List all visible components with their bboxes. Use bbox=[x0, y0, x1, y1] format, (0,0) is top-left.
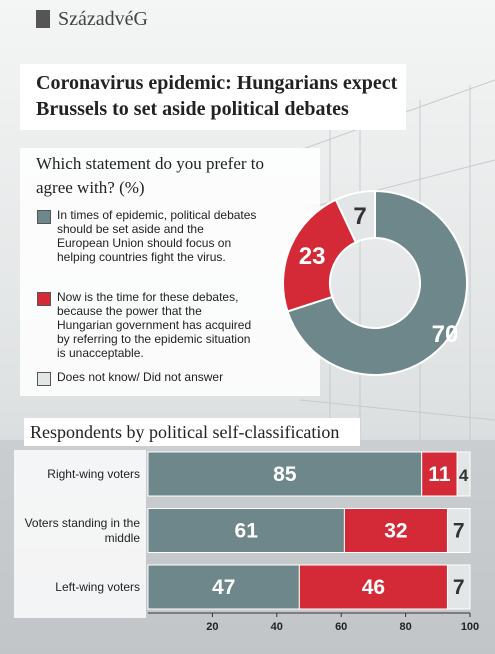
bar-title-box bbox=[24, 418, 360, 446]
category-label: Left-wing voters bbox=[55, 579, 140, 594]
logo-mark bbox=[36, 10, 50, 28]
chart-subtitle: Which statement do you prefer to agree w… bbox=[36, 154, 265, 197]
bar-chart-title: Respondents by political self-classifica… bbox=[30, 422, 339, 442]
legend-label: In times of epidemic, political debates … bbox=[57, 208, 257, 264]
bar-segment bbox=[147, 451, 423, 497]
label-box bbox=[14, 450, 146, 618]
legend-swatch bbox=[37, 292, 51, 306]
main-title: Coronavirus epidemic: Hungarians expect … bbox=[36, 72, 398, 120]
category-label: Voters standing in the middle bbox=[24, 515, 140, 545]
bar-segment bbox=[456, 451, 471, 497]
value-label: 32 bbox=[384, 520, 407, 543]
legend-label: Does not know/ Did not answer bbox=[57, 370, 224, 384]
value-label: 7 bbox=[353, 203, 366, 230]
bar-segment bbox=[421, 451, 458, 497]
bar-segment bbox=[343, 508, 448, 553]
bar-segment bbox=[446, 564, 471, 610]
value-label: 7 bbox=[453, 520, 465, 543]
legend-swatch bbox=[37, 372, 51, 386]
bar-segment bbox=[147, 508, 345, 553]
brand: SzázadvéG bbox=[58, 8, 148, 30]
pie-slice bbox=[286, 189, 468, 376]
legend-label: Now is the time for these debates, becau… bbox=[57, 290, 252, 360]
value-label: 46 bbox=[362, 576, 385, 599]
value-label: 85 bbox=[273, 463, 297, 486]
pie-slice bbox=[282, 198, 358, 313]
bar-segment bbox=[446, 508, 471, 553]
x-tick-label: 40 bbox=[271, 621, 283, 633]
title-box bbox=[20, 64, 406, 130]
value-label: 47 bbox=[212, 576, 235, 599]
x-tick-label: 100 bbox=[461, 621, 479, 633]
value-label: 4 bbox=[459, 466, 469, 485]
value-label: 61 bbox=[235, 520, 259, 543]
value-label: 11 bbox=[428, 463, 451, 486]
legend-box bbox=[20, 148, 320, 396]
bar-segment bbox=[298, 564, 448, 610]
legend-swatch bbox=[37, 210, 51, 224]
x-tick-label: 80 bbox=[399, 621, 411, 633]
pie-slice bbox=[334, 189, 376, 244]
category-label: Right-wing voters bbox=[47, 466, 140, 481]
x-tick-label: 20 bbox=[206, 621, 218, 633]
value-label: 7 bbox=[453, 576, 465, 599]
x-tick-label: 60 bbox=[335, 621, 347, 633]
value-label: 23 bbox=[299, 243, 326, 270]
value-label: 70 bbox=[432, 321, 459, 348]
